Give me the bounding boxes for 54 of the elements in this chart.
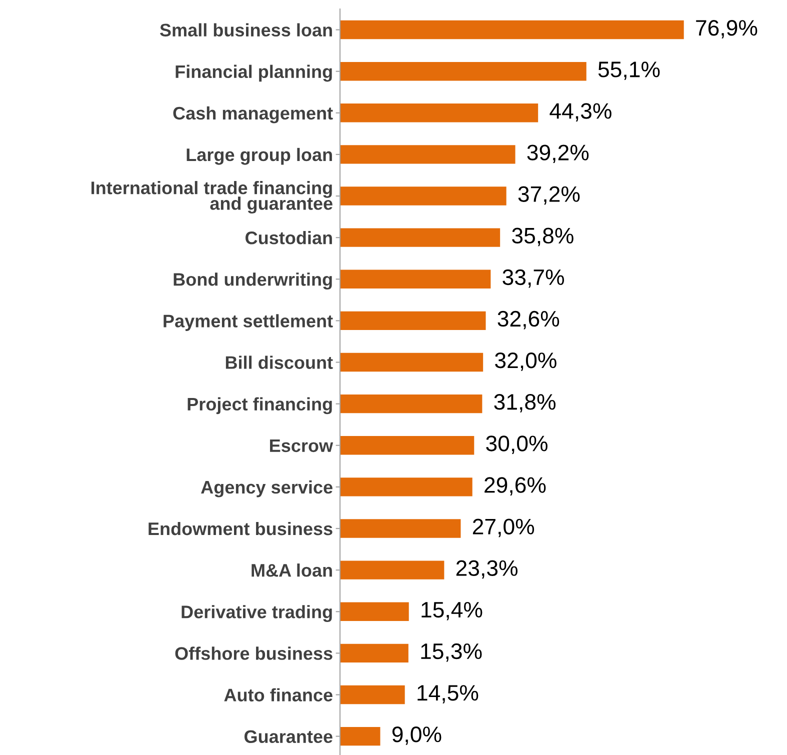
y-tick-label: Auto finance [224,688,332,702]
bar [340,352,484,372]
bar [340,62,586,81]
bar [340,519,461,538]
data-label: 55,1% [598,62,660,80]
data-label: 44,3% [550,103,612,122]
bar [340,685,405,704]
y-tick-label: International trade financing and guarantee [92,181,332,214]
bar [340,20,684,40]
y-tick-label: Cash management [173,106,333,124]
y-tick-label: Endowment business [148,522,332,536]
y-tick-label: Derivative trading [182,605,332,622]
bar [340,104,538,122]
data-label: 32,0% [495,352,556,371]
data-label: 23,3% [456,560,518,579]
y-tick-label: Bond underwriting [174,272,332,290]
bar [340,560,444,580]
bar [340,145,516,164]
data-label: 31,8% [494,394,556,412]
y-tick-label: Guarantee [244,730,332,744]
y-tick-label: Payment settlement [164,314,333,331]
bar [340,478,472,496]
data-label: 14,5% [418,685,478,704]
data-label: 39,2% [527,144,589,164]
y-tick-label: Small business loan [160,23,332,36]
data-label: 37,2% [518,186,580,205]
bar [340,228,500,247]
bar [340,602,409,621]
y-tick-label: Agency service [201,480,332,498]
data-label: 76,9% [696,20,758,38]
data-label: 35,8% [512,228,574,246]
data-label: 9,0% [392,726,442,745]
bar [340,726,380,746]
bar [340,311,486,330]
y-tick-label: M&A loan [252,564,332,577]
y-tick-label: Financial planning [176,64,332,82]
data-label: 29,6% [484,477,546,496]
y-tick-label: Escrow [270,440,334,452]
bar [340,436,474,455]
bar [340,270,491,288]
y-tick-label: Large group loan [186,148,332,165]
data-label: 33,7% [502,269,564,288]
bar [340,394,482,414]
bar [340,186,506,206]
data-label: 30,0% [486,436,548,454]
bar [340,644,408,663]
y-tick-label: Offshore business [175,646,332,660]
y-tick-label: Project financing [188,397,332,414]
data-label: 15,3% [421,643,482,662]
data-label: 27,0% [472,518,534,538]
y-tick-label: Custodian [246,231,332,244]
y-tick-label: Bill discount [226,356,333,369]
data-label: 32,6% [498,310,560,330]
data-label: 15,4% [422,602,482,620]
